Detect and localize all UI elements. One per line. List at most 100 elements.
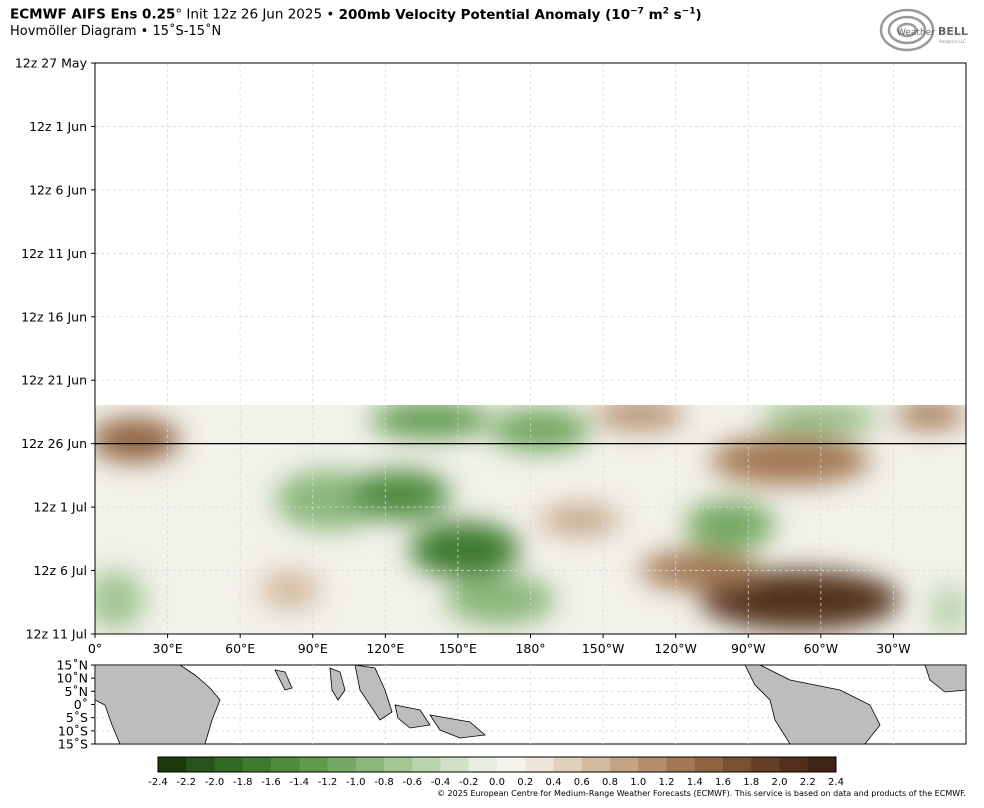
colorbar-swatch [271,757,300,772]
colorbar-swatch [412,757,441,772]
field-name: 200mb Velocity Potential Anomaly (10 [338,6,631,23]
map-y-tick-label: 10˚N [56,671,88,686]
anomaly-field [95,405,966,634]
y-tick-label: 12z 6 Jul [34,563,87,578]
colorbar-label: 0.2 [517,777,533,788]
x-tick-label: 60°W [804,641,839,656]
colorbar-label: -2.2 [176,777,196,788]
y-tick-label: 12z 6 Jun [29,182,87,197]
y-tick-label: 12z 27 May [15,56,88,71]
south-america-land [744,664,881,745]
anomaly-blobs [95,405,966,634]
x-tick-label: 60°E [225,641,255,656]
x-tick-label: 30°W [876,641,911,656]
title-bullet: • [326,6,335,23]
swirl-logo-icon [879,8,935,52]
map-y-tick-label: 10˚S [58,723,88,738]
america-positive-blob [710,435,870,485]
maritime-negative-core [350,470,450,520]
x-tick-label: 120°E [366,641,404,656]
africa-positive-blob [95,418,180,462]
africa-early-positive [895,405,965,429]
units-m-exponent: 2 [662,6,669,16]
map-y-tick-label: 15˚N [56,658,88,673]
colorbar-label: 2.4 [828,777,844,788]
units-exponent: −7 [630,6,644,16]
colorbar-label: 1.8 [743,777,759,788]
africa-land [94,664,221,745]
x-tick-label: 150°W [582,641,624,656]
epac-negative-blob [685,500,775,550]
arabia-land [274,669,293,691]
colorbar-label: 2.2 [800,777,816,788]
colorbar-label: 1.4 [687,777,703,788]
init-time: Init 12z 26 Jun 2025 [186,6,323,23]
colorbar-swatch [666,757,696,772]
map-strip: 15˚N10˚N5˚N0˚5˚S10˚S15˚S [56,658,967,752]
new-guinea-land [429,714,486,739]
colorbar-swatch [468,757,498,772]
units-m: m [643,6,663,23]
colorbar-label: 1.0 [630,777,646,788]
colorbar-label: 1.2 [659,777,675,788]
wpac-late-negative [445,575,555,625]
x-tick-label: 120°W [654,641,696,656]
logo-subtext: Analytics LLC [939,39,966,44]
colorbar-swatch [497,757,526,772]
colorbar-label: -1.6 [261,777,281,788]
colorbar-swatch [807,757,837,772]
units-s: s [668,6,682,23]
units-close: ) [695,6,702,23]
x-tick-label: 150°E [439,641,477,656]
colorbar-swatch [186,757,215,772]
map-y-tick-label: 15˚S [58,737,88,752]
wpac-negative-core [410,522,520,578]
colorbar: -2.4 -2.2 -2.0 -1.8 -1.6 -1.4 -1.2 -1.0 -0.8 -0.6… [148,756,844,788]
colorbar-label: -1.4 [289,777,309,788]
south-america-positive-edge [640,550,760,590]
maritime-early-negative [370,405,490,438]
colorbar-label: 0.6 [574,777,590,788]
y-tick-label: 12z 26 Jun [21,436,87,451]
pacific-positive-blob [540,505,620,535]
epac-early-positive [595,405,685,430]
land-masses [94,664,967,745]
west-africa-land [924,664,967,693]
colorbar-swatch [581,757,611,772]
colorbar-swatch [638,757,667,772]
x-tick-label: 90°W [731,641,766,656]
y-tick-label: 12z 21 Jun [21,373,87,388]
chart-title: ECMWF AIFS Ens 0.25° Init 12z 26 Jun 202… [10,6,702,23]
colorbar-swatch [779,757,809,772]
colorbar-swatch [440,757,470,772]
latitude-axis: 15˚N10˚N5˚N0˚5˚S10˚S15˚S [56,658,95,752]
colorbar-label: 0.4 [546,777,562,788]
logo-text-b: BELL [938,25,968,38]
colorbar-label: -2.4 [148,777,168,788]
colorbar-swatch [723,757,752,772]
logo-text-a: Weather [897,28,935,38]
southeast-asia-land [354,664,393,721]
x-tick-label: 0° [88,641,102,656]
colorbar-swatch [384,757,413,772]
weatherbell-logo: Weather BELL Analytics LLC [879,8,968,52]
model-name: ECMWF AIFS Ens 0.25 [10,6,176,23]
chart-subtitle: Hovmöller Diagram • 15˚S-15˚N [10,24,222,39]
colorbar-swatch [327,757,357,772]
colorbar-label: -1.2 [318,777,338,788]
degree-sign: ° [175,6,183,23]
west-negative-blob [95,570,145,630]
colorbar-swatch [158,757,187,772]
colorbar-label: -0.4 [431,777,451,788]
y-tick-label: 12z 16 Jun [21,309,87,324]
colorbar-label: -0.2 [459,777,479,788]
colorbar-label: -0.8 [374,777,394,788]
y-tick-label: 12z 11 Jun [21,246,87,261]
map-y-tick-label: 5˚N [64,684,88,699]
y-tick-label: 12z 1 Jun [29,119,87,134]
y-tick-label: 12z 11 Jul [26,627,87,642]
colorbar-label: 0.0 [489,777,505,788]
dateline-negative-blob [490,408,590,452]
longitude-axis: 0° 30°E 60°E 90°E 120°E 150°E 180° 150°W 120°W 90… [88,634,911,656]
map-y-tick-label: 5˚S [66,710,88,725]
